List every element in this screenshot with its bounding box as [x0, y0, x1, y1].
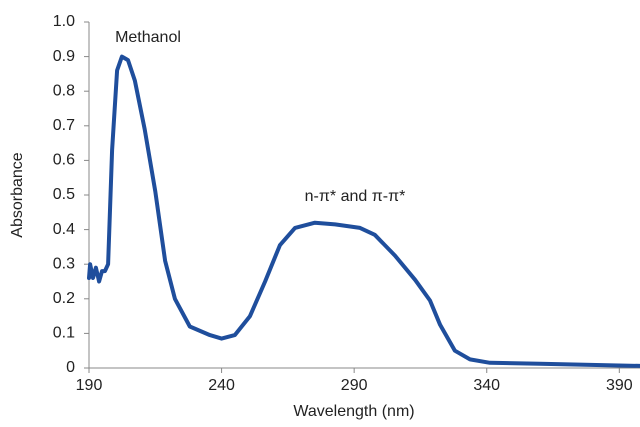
x-axis-label: Wavelength (nm)	[293, 403, 414, 420]
y-tick-label: 0.3	[53, 255, 75, 272]
y-tick-label: 0.1	[53, 325, 75, 342]
x-tick-label: 340	[473, 377, 500, 394]
y-tick-label: 0.9	[53, 48, 75, 65]
y-axis-label: Absorbance	[9, 152, 26, 237]
y-tick-label: 0.4	[53, 221, 75, 238]
y-tick-label: 0.6	[53, 152, 75, 169]
x-tick-label: 290	[341, 377, 368, 394]
y-tick-label: 0.2	[53, 290, 75, 307]
y-tick-label: 0.5	[53, 186, 75, 203]
x-tick-label: 190	[76, 377, 103, 394]
y-tick-label: 0.8	[53, 82, 75, 99]
x-tick-label: 390	[606, 377, 633, 394]
annotation: Methanol	[115, 29, 181, 46]
y-tick-label: 0.7	[53, 117, 75, 134]
y-tick-label: 0	[66, 359, 75, 376]
y-tick-label: 1.0	[53, 13, 75, 30]
line-series	[87, 54, 640, 368]
x-tick-label: 240	[208, 377, 235, 394]
annotation: n-π* and π-π*	[305, 188, 406, 205]
